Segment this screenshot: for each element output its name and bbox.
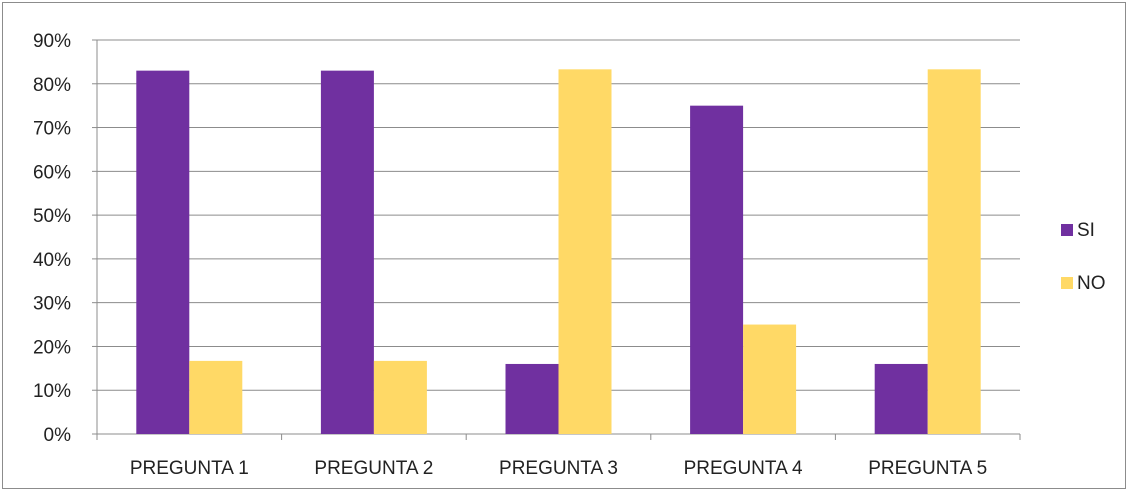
legend-label-no: NO: [1077, 273, 1106, 294]
y-tick-label: 70%: [33, 119, 71, 140]
x-tick-label: PREGUNTA 2: [314, 458, 433, 479]
bar-no-1: [189, 360, 243, 434]
bar-si-4: [690, 105, 744, 435]
x-tick-label: PREGUNTA 5: [868, 458, 987, 479]
y-tick-label: 30%: [33, 294, 71, 315]
x-tick-label: PREGUNTA 3: [499, 458, 618, 479]
y-tick-label: 60%: [33, 162, 71, 183]
x-tick-label: PREGUNTA 4: [684, 458, 803, 479]
bar-no-4: [743, 324, 797, 434]
y-tick-label: 40%: [33, 250, 71, 271]
bar-si-5: [874, 363, 928, 434]
bar-no-3: [558, 69, 612, 434]
y-tick-labels: 0% 10% 20% 30% 40% 50% 60% 70% 80% 90%: [33, 31, 71, 446]
legend-label-si: SI: [1077, 220, 1095, 241]
bar-si-3: [505, 363, 559, 434]
legend-swatch-si: [1061, 224, 1073, 236]
y-tick-label: 20%: [33, 337, 71, 358]
legend: SI NO: [1061, 220, 1106, 294]
y-tick-label: 0%: [44, 425, 72, 446]
legend-swatch-no: [1061, 277, 1073, 289]
bar-si-1: [136, 70, 190, 435]
y-tick-label: 50%: [33, 206, 71, 227]
bar-no-5: [927, 69, 981, 434]
bars: [136, 69, 981, 435]
x-tick-label: PREGUNTA 1: [130, 458, 249, 479]
bar-no-2: [373, 360, 427, 434]
y-tick-label: 10%: [33, 381, 71, 402]
bar-si-2: [320, 70, 374, 435]
y-tick-label: 80%: [33, 75, 71, 96]
x-tick-labels: PREGUNTA 1 PREGUNTA 2 PREGUNTA 3 PREGUNTA 4…: [130, 458, 987, 479]
y-tick-label: 90%: [33, 31, 71, 52]
